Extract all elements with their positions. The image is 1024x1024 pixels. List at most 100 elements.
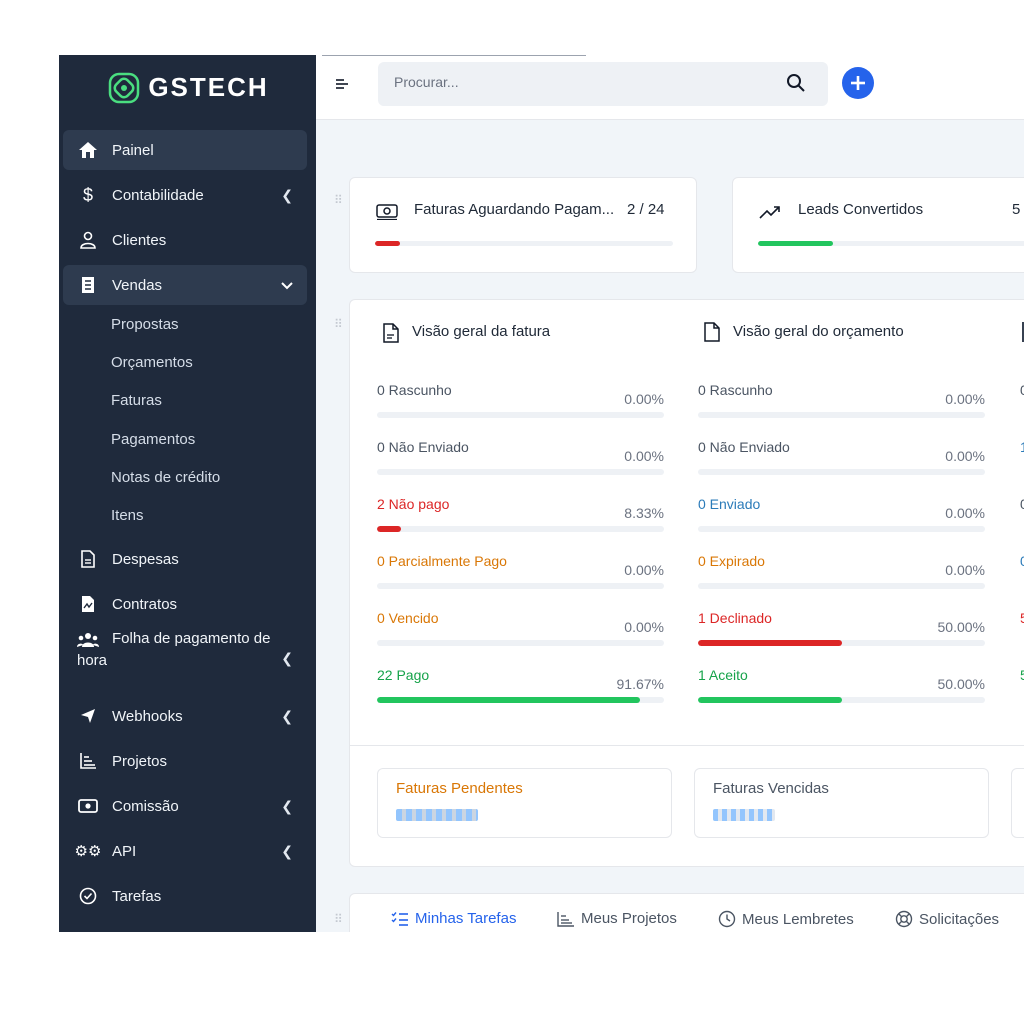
overview-row-percent: 50.00% xyxy=(937,676,985,692)
overview-row-label[interactable]: 2 Não pago xyxy=(377,496,450,512)
overview-row-percent: 0.00% xyxy=(624,562,664,578)
sidebar: GSTECH Painel $ Contabilidade ❮ Clientes… xyxy=(59,55,316,932)
overview-row-label[interactable]: 0 Não Enviado xyxy=(698,439,790,455)
progress-fill xyxy=(375,241,400,246)
logo[interactable]: GSTECH xyxy=(59,55,316,120)
file-icon xyxy=(704,322,720,342)
sidebar-item-tarefas[interactable]: Tarefas xyxy=(63,876,307,916)
overview-row-label[interactable]: 0 Parcialmente Pago xyxy=(377,553,507,569)
sidebar-subitem-orcamentos[interactable]: Orçamentos xyxy=(111,354,193,371)
overview-row-label[interactable]: 0 Rascunho xyxy=(377,382,452,398)
task-list-icon xyxy=(391,911,408,926)
progress-fill xyxy=(758,241,833,246)
divider xyxy=(322,55,586,56)
sidebar-item-despesas[interactable]: Despesas xyxy=(63,539,307,579)
gears-icon: ⚙⚙ xyxy=(74,843,102,860)
overview-row-label[interactable]: 22 Pago xyxy=(377,667,430,683)
sidebar-item-projetos[interactable]: Projetos xyxy=(63,741,307,781)
lifebuoy-icon xyxy=(895,910,913,928)
sidebar-item-label: API xyxy=(112,842,137,860)
trending-up-icon xyxy=(759,206,780,219)
overview-row-label[interactable]: 0 Vencido xyxy=(377,610,439,626)
sidebar-item-vendas[interactable]: Vendas xyxy=(63,265,307,305)
overview-row: 22 Pago 91.67% xyxy=(377,667,664,707)
overview-row-label[interactable]: 0 xyxy=(1020,553,1024,569)
overview-row-label[interactable]: 0 xyxy=(1020,496,1024,512)
contract-icon xyxy=(77,594,99,614)
drag-handle-icon[interactable]: ⠿ xyxy=(334,317,343,331)
search-icon[interactable] xyxy=(786,73,806,93)
overview-row-label[interactable]: 0 Não Enviado xyxy=(377,439,469,455)
overview-row: 0 Rascunho 0.00% xyxy=(698,382,985,422)
overview-row-label[interactable]: 0 xyxy=(1020,382,1024,398)
menu-toggle-icon[interactable] xyxy=(334,77,350,93)
overview-row: 2 Não pago 8.33% xyxy=(377,496,664,536)
sidebar-item-label: Contabilidade xyxy=(112,186,204,204)
money-bill-icon xyxy=(376,204,398,220)
tab-label: Meus Lembretes xyxy=(742,910,854,928)
overview-row-bar xyxy=(377,526,664,532)
tabs-card xyxy=(349,893,1024,932)
drag-handle-icon[interactable]: ⠿ xyxy=(334,912,343,926)
sidebar-item-contratos[interactable]: Contratos xyxy=(63,584,307,624)
plus-icon xyxy=(851,76,865,90)
sidebar-subitem-faturas[interactable]: Faturas xyxy=(111,392,162,409)
summary-card-faturas-vencidas[interactable]: Faturas Vencidas xyxy=(694,768,989,838)
sidebar-item-comissao[interactable]: Comissão ❮ xyxy=(63,786,307,826)
overview-row-percent: 0.00% xyxy=(945,448,985,464)
search-box[interactable] xyxy=(378,62,828,106)
stat-value: 2 / 24 xyxy=(627,201,665,218)
sidebar-item-painel[interactable]: Painel xyxy=(63,130,307,170)
overview-row-bar xyxy=(698,583,985,589)
overview-row-bar xyxy=(698,526,985,532)
sidebar-item-label: Clientes xyxy=(112,231,167,249)
overview-row: 0 Expirado 0.00% xyxy=(698,553,985,593)
chevron-left-icon: ❮ xyxy=(281,186,293,203)
sidebar-item-label: Painel xyxy=(112,141,154,159)
tab-solicitacoes[interactable]: Solicitações xyxy=(895,910,999,928)
sidebar-item-webhooks[interactable]: Webhooks ❮ xyxy=(63,696,307,736)
add-button[interactable] xyxy=(842,67,874,99)
chart-icon xyxy=(77,751,99,771)
search-input[interactable] xyxy=(394,74,774,90)
file-icon xyxy=(77,549,99,569)
sidebar-subitem-pagamentos[interactable]: Pagamentos xyxy=(111,431,196,448)
overview-row: 0 Rascunho 0.00% xyxy=(377,382,664,422)
overview-row-label[interactable]: 1 xyxy=(1020,439,1024,455)
tab-meus-projetos[interactable]: Meus Projetos xyxy=(557,910,677,927)
overview-row-label[interactable]: 0 Enviado xyxy=(698,496,761,512)
overview-row-percent: 0.00% xyxy=(624,391,664,407)
overview-row-label[interactable]: 5 xyxy=(1020,667,1024,683)
sidebar-item-label: Tarefas xyxy=(112,887,162,905)
tab-meus-lembretes[interactable]: Meus Lembretes xyxy=(718,910,854,928)
check-circle-icon xyxy=(77,886,99,906)
overview-row: 0 Parcialmente Pago 0.00% xyxy=(377,553,664,593)
overview-row-label[interactable]: 5 xyxy=(1020,610,1024,626)
tab-minhas-tarefas[interactable]: Minhas Tarefas xyxy=(391,910,516,927)
sidebar-subitem-itens[interactable]: Itens xyxy=(111,507,144,524)
overview-row-bar xyxy=(377,640,664,646)
sidebar-subitem-propostas[interactable]: Propostas xyxy=(111,316,179,333)
summary-card-3[interactable] xyxy=(1011,768,1024,838)
overview-row-label[interactable]: 1 Declinado xyxy=(698,610,772,626)
overview-row-label[interactable]: 0 Rascunho xyxy=(698,382,773,398)
user-icon xyxy=(77,230,99,250)
sidebar-item-api[interactable]: ⚙⚙ API ❮ xyxy=(63,831,307,871)
sidebar-item-folha-de-pagamento[interactable]: Folha de pagamento de hora ❮ xyxy=(63,628,307,672)
chevron-down-icon xyxy=(281,277,293,293)
sidebar-item-clientes[interactable]: Clientes xyxy=(63,220,307,260)
overview-row-label[interactable]: 0 Expirado xyxy=(698,553,765,569)
clock-icon xyxy=(718,910,736,928)
sidebar-item-label: Vendas xyxy=(112,276,163,294)
sidebar-subitem-notas-de-credito[interactable]: Notas de crédito xyxy=(111,469,221,486)
overview-row-bar xyxy=(698,469,985,475)
money-icon xyxy=(77,796,99,816)
overview-row-label[interactable]: 1 Aceito xyxy=(698,667,748,683)
chevron-left-icon: ❮ xyxy=(281,842,293,859)
sidebar-item-contabilidade[interactable]: $ Contabilidade ❮ xyxy=(63,175,307,215)
drag-handle-icon[interactable]: ⠿ xyxy=(334,193,343,207)
overview-row: 0 Não Enviado 0.00% xyxy=(377,439,664,479)
summary-card-faturas-pendentes[interactable]: Faturas Pendentes xyxy=(377,768,672,838)
third-column-file-icon xyxy=(1022,322,1024,342)
overview-row-bar xyxy=(698,697,985,703)
